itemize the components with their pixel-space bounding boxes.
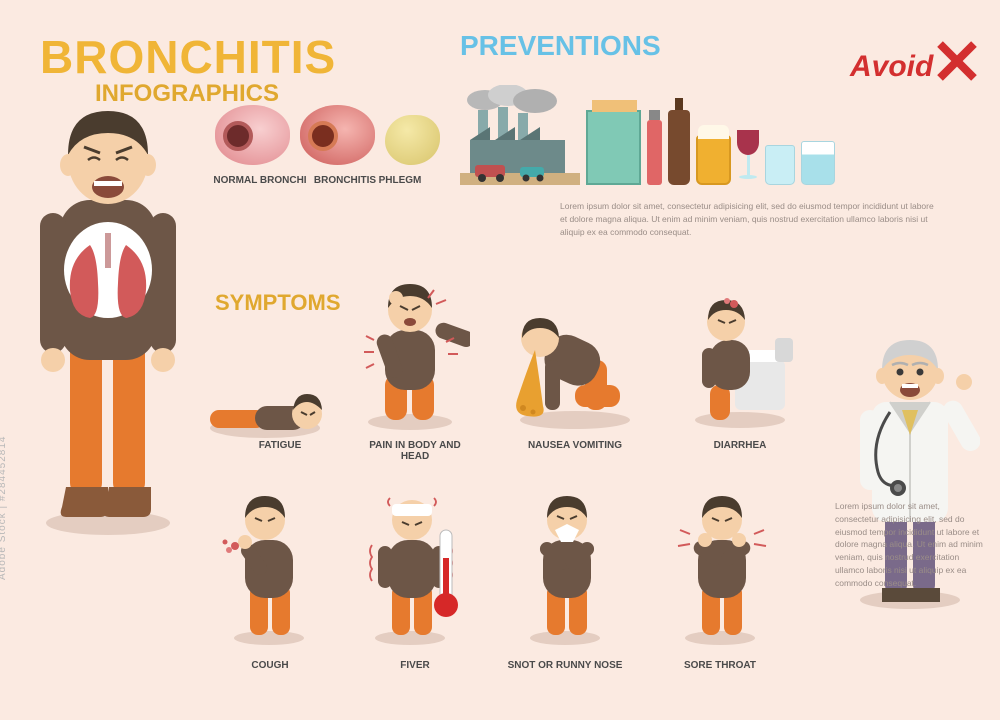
symptom-caption-nausea: NAUSEA VOMITING: [515, 440, 635, 451]
preventions-title: PREVENTIONS: [460, 30, 661, 62]
symptom-diarrhea: [680, 290, 800, 410]
lighter-icon: [647, 120, 662, 185]
beer-mug-icon: [696, 135, 731, 185]
cigarette-pack-icon: [586, 110, 641, 185]
bronchitis-tube-icon: [300, 105, 375, 165]
phlegm-icon: [385, 105, 440, 165]
bronchi-caption-2: PHLEGM: [365, 175, 435, 186]
symptom-fatigue: [205, 330, 325, 450]
ice-glass-icon: [801, 141, 835, 185]
symptom-caption-pain: PAIN IN BODY AND HEAD: [355, 440, 475, 462]
symptom-pain: [350, 280, 470, 400]
symptoms-title: SYMPTOMS: [215, 290, 341, 316]
bronchi-row: [215, 105, 440, 165]
stock-watermark: Adobe Stock | #284452814: [0, 436, 8, 580]
symptom-caption-diarrhea: DIARRHEA: [680, 440, 800, 451]
symptom-nausea: [505, 290, 625, 410]
symptom-caption-throat: SORE THROAT: [660, 660, 780, 671]
preventions-lorem: Lorem ipsum dolor sit amet, consectetur …: [560, 200, 940, 238]
factory-pollution-icon: [460, 85, 580, 185]
symptom-sore-throat: [660, 490, 780, 645]
main-patient-figure: [20, 105, 195, 535]
symptom-fever: [350, 490, 470, 645]
main-subtitle: INFOGRAPHICS: [95, 80, 279, 108]
doctor-lorem: Lorem ipsum dolor sit amet, consectetur …: [835, 500, 985, 589]
symptom-runny-nose: [505, 490, 625, 645]
avoid-x-icon: [935, 40, 977, 82]
symptom-caption-fatigue: FATIGUE: [220, 440, 340, 451]
preventions-row: [460, 75, 835, 185]
symptom-caption-cough: COUGH: [210, 660, 330, 671]
glass-icon: [765, 145, 795, 185]
main-title: BRONCHITIS: [40, 30, 336, 84]
symptom-caption-snot: SNOT OR RUNNY NOSE: [505, 660, 625, 671]
avoid-label: Avoid: [850, 50, 933, 84]
symptom-cough: [205, 490, 325, 645]
wine-glass-icon: [737, 130, 759, 185]
symptom-caption-fever: FIVER: [355, 660, 475, 671]
alcohol-bottle-icon: [668, 110, 690, 185]
normal-bronchi-icon: [215, 105, 290, 165]
